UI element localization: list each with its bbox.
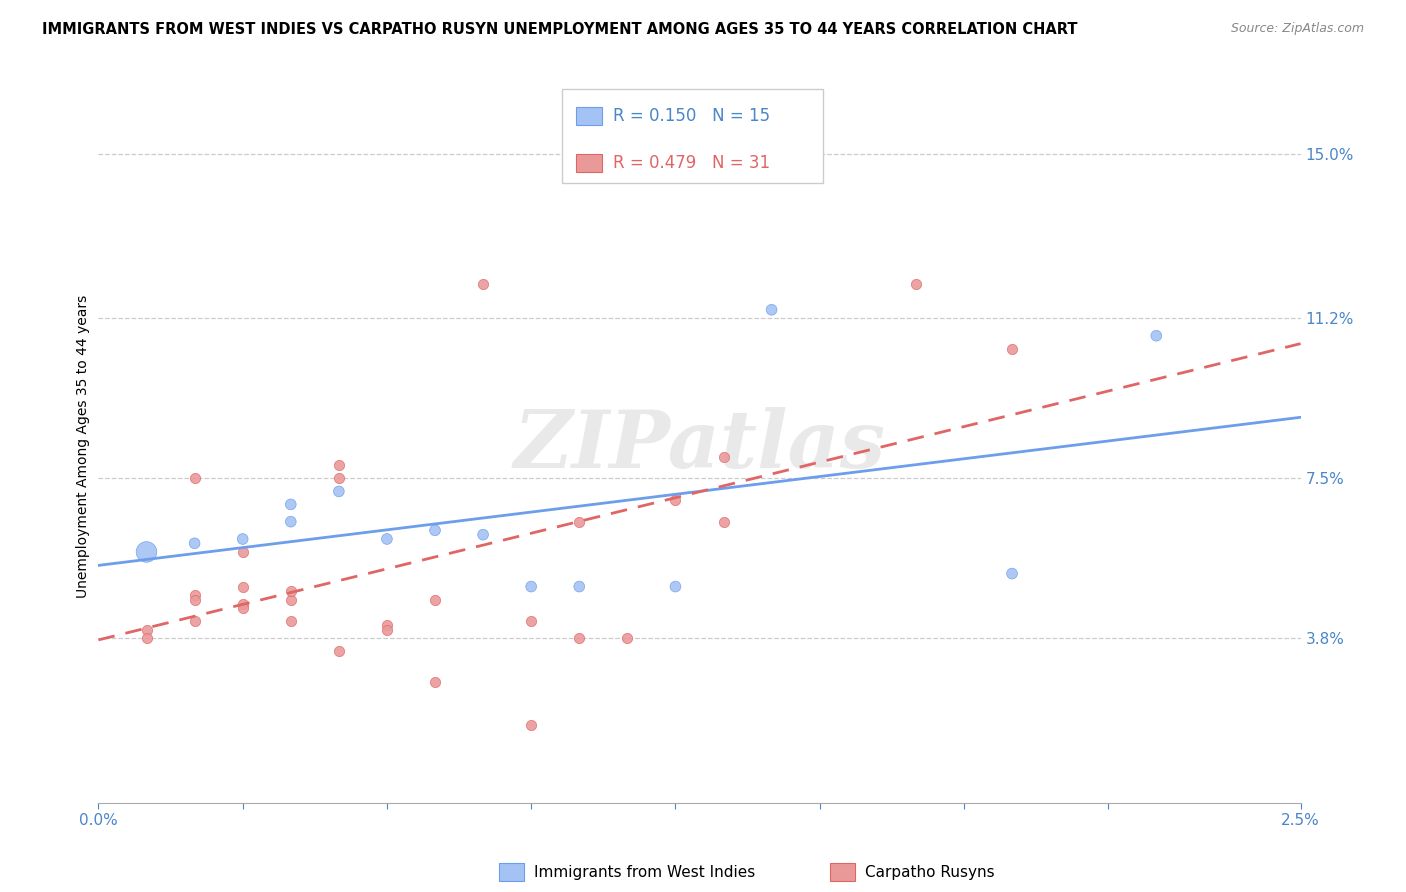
Point <box>713 515 735 529</box>
Point <box>664 580 686 594</box>
Point <box>232 545 254 559</box>
Point <box>568 580 591 594</box>
Text: IMMIGRANTS FROM WEST INDIES VS CARPATHO RUSYN UNEMPLOYMENT AMONG AGES 35 TO 44 Y: IMMIGRANTS FROM WEST INDIES VS CARPATHO … <box>42 22 1077 37</box>
Point <box>761 302 783 317</box>
Text: Source: ZipAtlas.com: Source: ZipAtlas.com <box>1230 22 1364 36</box>
Point <box>183 471 205 485</box>
Text: R = 0.479   N = 31: R = 0.479 N = 31 <box>613 154 770 172</box>
Point <box>423 674 446 689</box>
Point <box>375 618 398 632</box>
Point <box>472 527 495 541</box>
Point <box>135 545 157 559</box>
Point <box>1001 342 1024 356</box>
Point <box>232 597 254 611</box>
Text: Immigrants from West Indies: Immigrants from West Indies <box>534 865 755 880</box>
Point <box>280 592 302 607</box>
Point <box>232 580 254 594</box>
Point <box>423 524 446 538</box>
Point <box>520 718 543 732</box>
Point <box>375 623 398 637</box>
Point <box>472 277 495 291</box>
Point <box>904 277 927 291</box>
Point <box>135 623 157 637</box>
Point <box>1144 328 1167 343</box>
Point <box>280 497 302 511</box>
Point <box>616 632 638 646</box>
Point <box>568 632 591 646</box>
Point <box>328 471 350 485</box>
Point <box>713 450 735 464</box>
Point <box>328 484 350 499</box>
Point <box>183 588 205 602</box>
Text: Carpatho Rusyns: Carpatho Rusyns <box>865 865 994 880</box>
Point <box>183 536 205 550</box>
Point <box>520 614 543 628</box>
Point <box>664 493 686 508</box>
Point <box>375 532 398 546</box>
Point <box>232 532 254 546</box>
Point <box>280 614 302 628</box>
Text: ZIPatlas: ZIPatlas <box>513 408 886 484</box>
Point <box>328 458 350 473</box>
Point <box>423 592 446 607</box>
Text: R = 0.150   N = 15: R = 0.150 N = 15 <box>613 107 770 125</box>
Point <box>183 614 205 628</box>
Point <box>568 515 591 529</box>
Point <box>232 601 254 615</box>
Point <box>135 632 157 646</box>
Y-axis label: Unemployment Among Ages 35 to 44 years: Unemployment Among Ages 35 to 44 years <box>76 294 90 598</box>
Point <box>328 644 350 658</box>
Point <box>280 515 302 529</box>
Point <box>280 583 302 598</box>
Point <box>520 580 543 594</box>
Point <box>183 592 205 607</box>
Point <box>1001 566 1024 581</box>
